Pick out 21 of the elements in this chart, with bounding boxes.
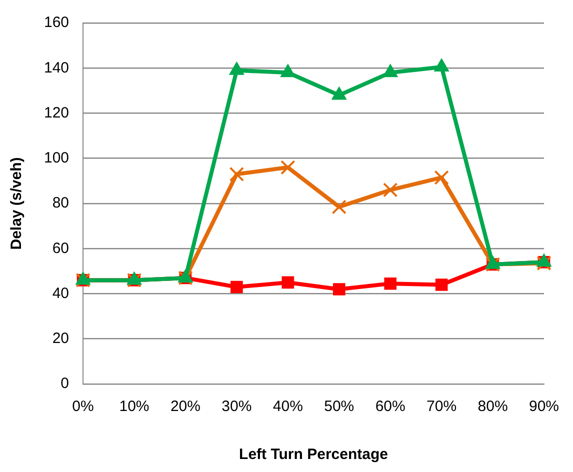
x-tick-label: 40% — [272, 398, 303, 416]
y-tick-label: 140 — [44, 59, 70, 76]
y-tick-label: 60 — [52, 240, 70, 257]
x-tick-label: 60% — [375, 398, 406, 416]
x-tick-label: 10% — [119, 398, 150, 416]
x-tick-label: 80% — [478, 398, 508, 416]
x-tick-label: 50% — [324, 398, 354, 416]
x-tick-label: 0% — [72, 398, 94, 416]
x-tick-label: 30% — [222, 398, 252, 416]
y-tick-label: 100 — [44, 150, 70, 167]
x-tick-label: 20% — [170, 398, 200, 416]
x-tick-label: 90% — [528, 398, 560, 416]
y-axis-title: Delay (s/veh) — [8, 157, 26, 250]
y-tick-label: 20 — [52, 330, 70, 348]
y-tick-label: 120 — [44, 104, 70, 122]
y-tick-label: 80 — [52, 194, 70, 212]
y-tick-label: 0 — [60, 375, 70, 392]
x-tick-label: 70% — [426, 398, 457, 416]
y-tick-label: 40 — [52, 284, 70, 302]
y-tick-label: 160 — [44, 14, 70, 32]
x-axis-title: Left Turn Percentage — [239, 446, 388, 464]
